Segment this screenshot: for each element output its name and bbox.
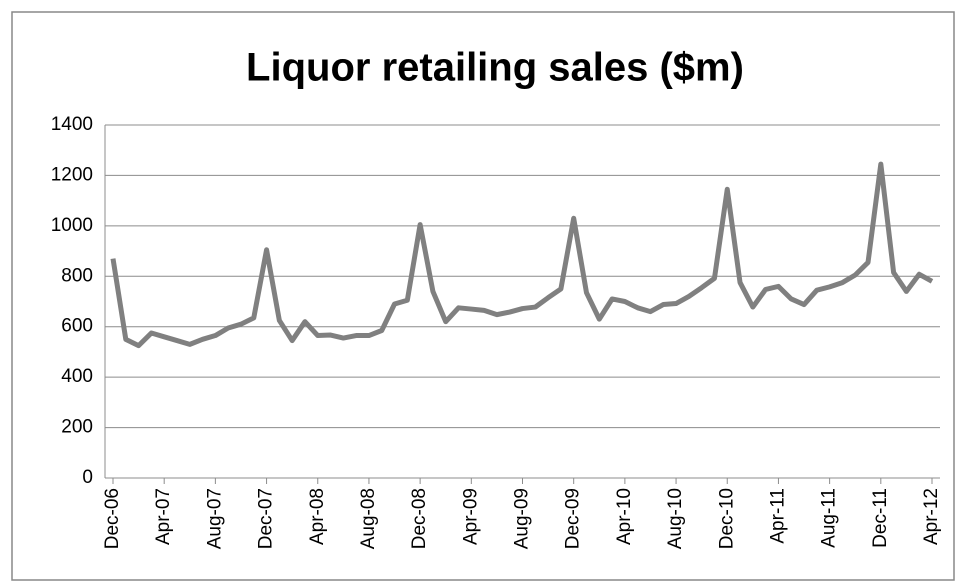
chart-frame	[11, 11, 955, 581]
y-tick-label: 800	[61, 265, 93, 286]
y-tick-label: 1000	[51, 215, 93, 236]
x-tick-label: Aug-10	[665, 488, 686, 549]
x-tick-label: Dec-06	[102, 488, 123, 549]
x-tick-label: Dec-07	[256, 488, 277, 549]
x-tick-label: Apr-10	[614, 488, 635, 545]
x-tick-label: Aug-08	[358, 488, 379, 549]
y-tick-label: 1200	[51, 164, 93, 185]
x-tick-label: Apr-12	[921, 488, 942, 545]
y-tick-label: 0	[82, 467, 93, 488]
x-tick-label: Apr-07	[153, 488, 174, 545]
y-tick-label: 200	[61, 417, 93, 438]
x-tick-label: Apr-09	[460, 488, 481, 545]
y-tick-label: 600	[61, 316, 93, 337]
x-tick-label: Apr-11	[767, 488, 788, 544]
x-tick-label: Apr-08	[307, 488, 328, 545]
x-tick-label: Dec-08	[409, 488, 430, 549]
chart-title: Liquor retailing sales ($m)	[246, 46, 744, 90]
y-tick-label: 1400	[51, 114, 93, 135]
x-tick-label: Dec-11	[870, 488, 891, 548]
x-tick-label: Aug-11	[819, 488, 840, 548]
x-tick-label: Aug-09	[512, 488, 533, 549]
y-tick-label: 400	[61, 366, 93, 387]
data-line	[110, 161, 934, 349]
x-tick-label: Dec-09	[563, 488, 584, 549]
x-tick-label: Aug-07	[204, 488, 225, 549]
x-tick-label: Dec-10	[716, 488, 737, 549]
